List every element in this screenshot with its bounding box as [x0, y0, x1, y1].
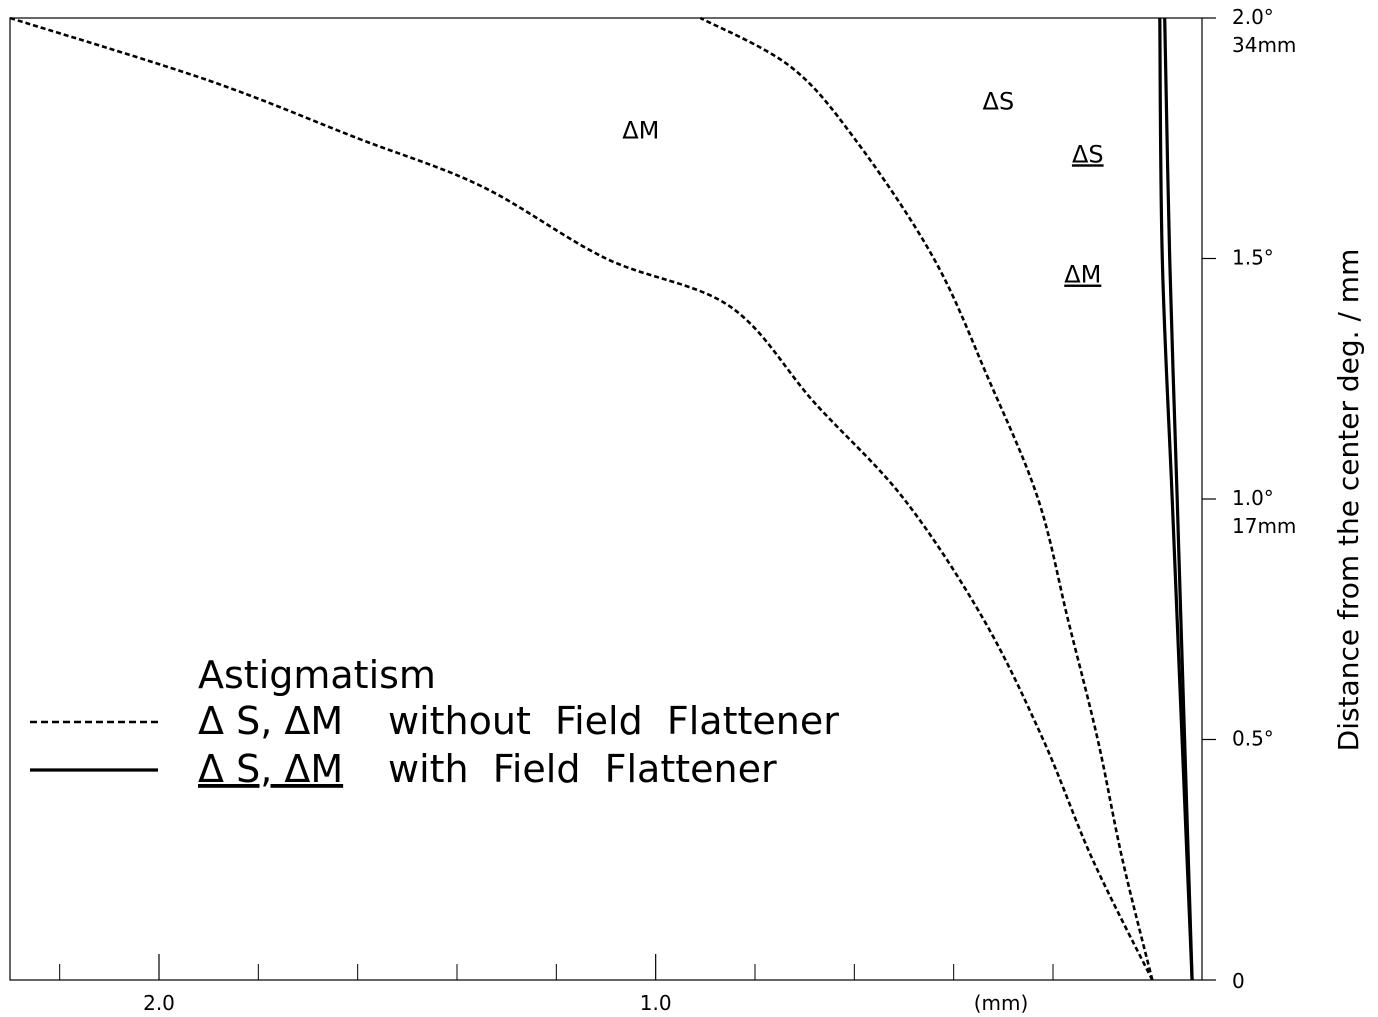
- curve-label: ΔS: [983, 87, 1015, 115]
- series-dM-without: [9, 16, 1154, 981]
- y-tick-label: 2.0°: [1232, 5, 1274, 29]
- y-tick-label: 0: [1232, 969, 1245, 993]
- plot-frame: [9, 17, 1203, 981]
- series-dS-with: [1158, 17, 1194, 981]
- x-tick-label: 2.0: [143, 991, 175, 1015]
- curve-labels: ΔM ΔS ΔS ΔM: [622, 87, 1103, 288]
- legend-entry-symbols: Δ S, ΔM: [198, 699, 343, 743]
- y-tick-label: 0.5°: [1232, 727, 1274, 751]
- series-dS-without: [699, 16, 1154, 981]
- curve-label: ΔM: [1064, 261, 1101, 289]
- axis-ticks: 2.0 1.0 2.0° 34mm 1.5° 1.0° 17mm 0.5° 0: [59, 5, 1296, 1015]
- x-tick-label: 1.0: [640, 991, 672, 1015]
- y-tick-sublabel: 17mm: [1232, 514, 1296, 538]
- legend-entry-symbols: Δ S, ΔM: [198, 747, 343, 791]
- y-axis-title: Distance from the center deg. / mm: [1332, 249, 1365, 752]
- series-dM-with: [1163, 17, 1194, 981]
- legend-entry-text: without Field Flattener: [388, 699, 839, 743]
- legend-title: Astigmatism: [198, 653, 436, 697]
- series-group: [9, 16, 1194, 981]
- legend-entry-text: with Field Flattener: [388, 747, 777, 791]
- y-tick-label: 1.5°: [1232, 246, 1274, 270]
- y-tick-sublabel: 34mm: [1232, 33, 1296, 57]
- y-tick-label: 1.0°: [1232, 486, 1274, 510]
- curve-label: ΔM: [622, 116, 659, 144]
- curve-label: ΔS: [1072, 140, 1104, 168]
- plot-area: [9, 17, 1203, 981]
- x-axis-unit-label: (mm): [974, 991, 1029, 1015]
